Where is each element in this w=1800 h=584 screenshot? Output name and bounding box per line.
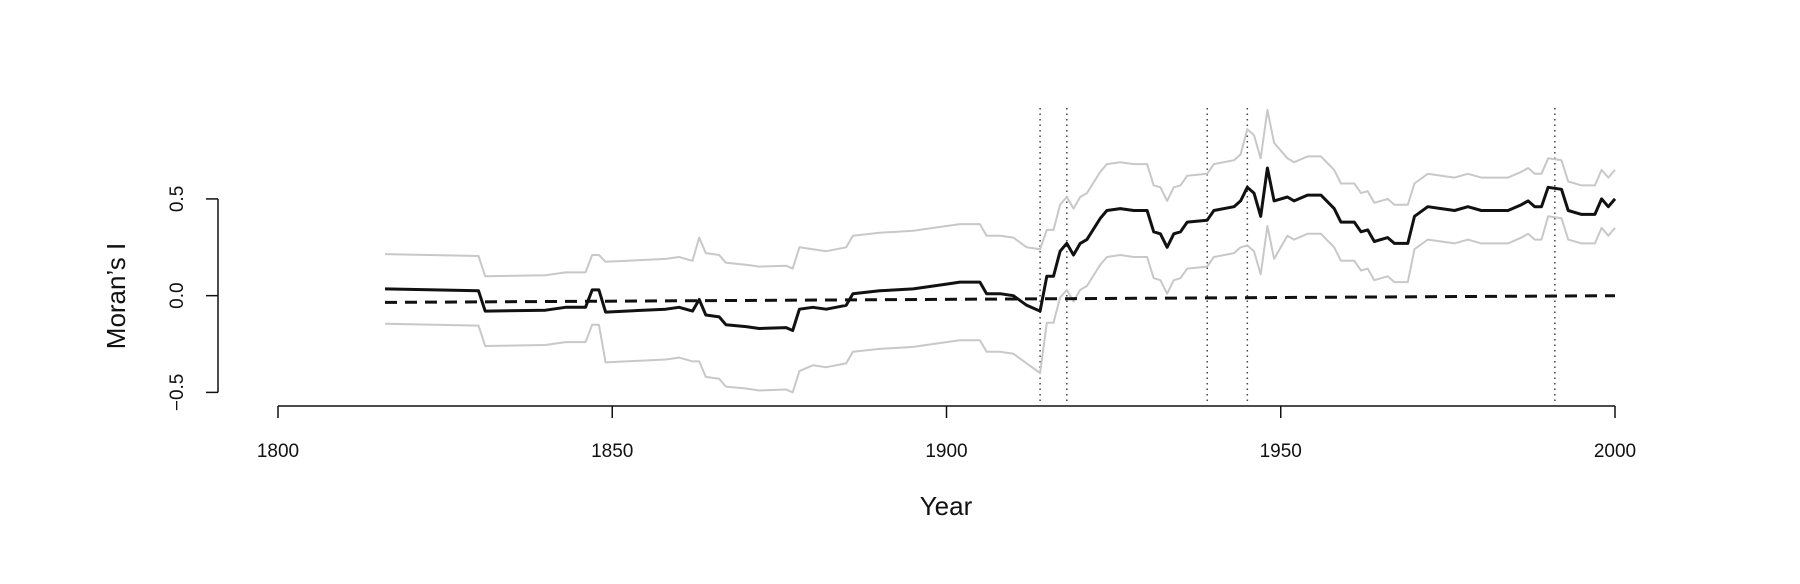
y-tick-label: −0.5 [167,374,188,412]
x-tick-label: 1900 [925,441,967,462]
series-line [384,108,1616,278]
x-tick-label: 1950 [1260,441,1302,462]
y-tick-label: 0.5 [167,186,188,212]
y-axis-title: Moran’s I [101,243,131,349]
y-tick-label: 0.0 [167,282,188,308]
x-tick-label: 2000 [1594,441,1636,462]
x-tick-label: 1800 [257,441,299,462]
series-line [384,166,1617,332]
x-axis-title: Year [920,491,973,521]
x-tick-label: 1850 [591,441,633,462]
series-line [384,215,1616,394]
reference-line [384,294,1616,304]
